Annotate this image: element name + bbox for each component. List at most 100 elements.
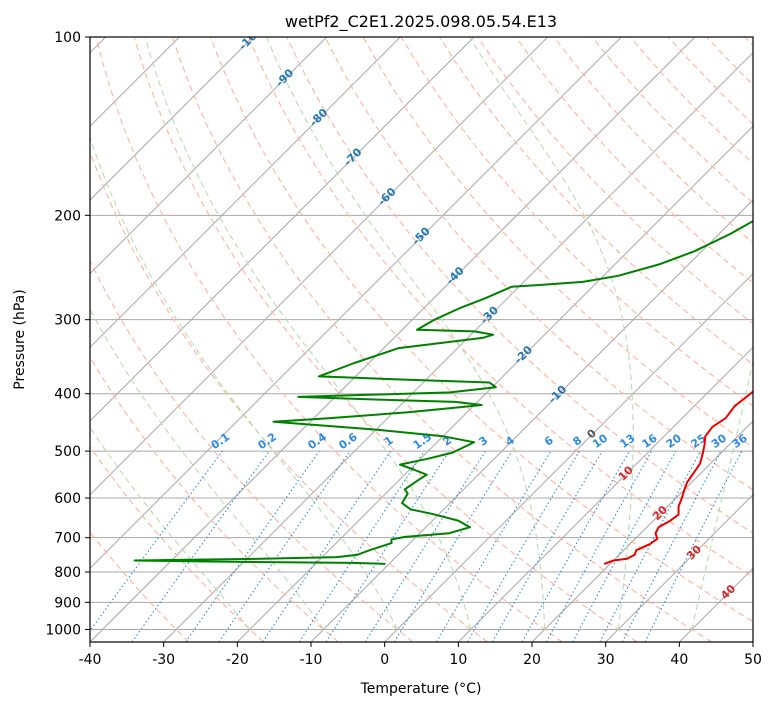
temperature-profile-line bbox=[603, 390, 753, 565]
mixing-ratio-line bbox=[325, 450, 450, 642]
moist-adiabat-line bbox=[766, 37, 775, 629]
y-tick-label: 900 bbox=[54, 595, 81, 611]
dry-adiabat-line bbox=[171, 37, 712, 642]
dry-adiabat-label: -10 bbox=[546, 383, 569, 406]
dry-adiabat-line bbox=[90, 445, 264, 642]
chart-title: wetPf2_C2E1.2025.098.05.54.E13 bbox=[285, 12, 557, 32]
x-tick-label: -40 bbox=[79, 652, 102, 668]
dry-adiabat-line bbox=[90, 531, 190, 642]
x-axis-label: Temperature (°C) bbox=[360, 681, 482, 697]
x-tick-label: 0 bbox=[380, 652, 389, 668]
dry-adiabat-label: -30 bbox=[478, 303, 501, 326]
dry-adiabat-line bbox=[706, 37, 753, 86]
isotherm-line bbox=[90, 37, 696, 642]
mixing-ratio-line bbox=[262, 450, 392, 642]
mixing-ratio-label: 13 bbox=[617, 432, 637, 451]
axes: -40 -30 -20 -10 0 10 20 30 40 5010020030040050060… bbox=[45, 30, 762, 668]
y-axis-label: Pressure (hPa) bbox=[12, 289, 28, 389]
moist-adiabat-line bbox=[90, 307, 325, 630]
y-tick-label: 800 bbox=[54, 565, 81, 581]
isotherm-line bbox=[605, 493, 753, 642]
mixing-ratio-line bbox=[435, 450, 552, 642]
moist-adiabat-line bbox=[691, 358, 753, 630]
mixing-ratio-line bbox=[572, 450, 677, 642]
dry-adiabat-line bbox=[133, 37, 638, 642]
dry-adiabat-label: -70 bbox=[341, 145, 364, 168]
mixing-ratio-label: 8 bbox=[571, 434, 585, 449]
x-tick-label: 20 bbox=[523, 652, 541, 668]
dry-adiabat-label: -80 bbox=[307, 106, 330, 129]
mixing-ratio-label: 0.4 bbox=[306, 430, 330, 452]
dry-adiabat-label: 30 bbox=[684, 542, 704, 562]
x-tick-label: 10 bbox=[449, 652, 467, 668]
y-tick-label: 600 bbox=[54, 491, 81, 507]
x-tick-label: 50 bbox=[744, 652, 762, 668]
mixing-ratio-label: 0.1 bbox=[209, 430, 232, 452]
isotherm-line bbox=[457, 346, 753, 642]
isotherm-line bbox=[236, 125, 753, 642]
x-tick-label: 30 bbox=[597, 652, 615, 668]
dry-adiabat-label: -50 bbox=[410, 224, 433, 247]
mixing-ratio-line bbox=[545, 450, 653, 642]
dry-adiabat-label: -40 bbox=[444, 264, 467, 287]
x-tick-label: -30 bbox=[152, 652, 175, 668]
y-tick-label: 1000 bbox=[45, 622, 81, 638]
mixing-ratio-line bbox=[185, 450, 320, 642]
x-tick-label: -20 bbox=[226, 652, 249, 668]
dry-adiabat-label: -60 bbox=[375, 185, 398, 208]
isotherm-line bbox=[531, 420, 753, 642]
dry-adiabat-line bbox=[667, 37, 753, 125]
y-tick-label: 400 bbox=[54, 387, 81, 403]
dry-adiabat-line bbox=[248, 37, 753, 578]
dry-adiabat-line bbox=[744, 37, 753, 47]
y-tick-label: 200 bbox=[54, 208, 81, 224]
y-tick-label: 100 bbox=[54, 30, 81, 46]
mixing-ratio-line bbox=[218, 450, 351, 642]
isotherm-line bbox=[90, 37, 549, 496]
moist-adiabat-line bbox=[90, 135, 398, 630]
x-tick-label: -10 bbox=[300, 652, 323, 668]
mixing-ratio-line bbox=[521, 450, 630, 642]
dry-adiabat-line bbox=[90, 259, 414, 642]
y-tick-label: 300 bbox=[54, 313, 81, 329]
isotherm-line bbox=[90, 37, 328, 275]
dry-adiabat-line bbox=[324, 37, 753, 491]
moist-adiabat-line bbox=[144, 37, 472, 630]
isotherm-line bbox=[90, 37, 401, 349]
dry-adiabat-label: 40 bbox=[718, 582, 738, 602]
dry-adiabat-line bbox=[515, 37, 753, 284]
isotherm-line bbox=[384, 272, 753, 642]
y-tick-label: 500 bbox=[54, 444, 81, 460]
plot-area: 0.1 0.2 0.4 0.6 1 1.5 2 3 4 6 8 10 13 16 20 25 30 36-100-… bbox=[90, 24, 775, 642]
mixing-ratio-label: 36 bbox=[730, 431, 750, 451]
mixing-ratio-line bbox=[644, 450, 743, 642]
dry-adiabat-line bbox=[591, 37, 753, 204]
dry-adiabat-line bbox=[90, 356, 339, 642]
mixing-ratio-line bbox=[393, 450, 513, 642]
y-tick-label: 700 bbox=[54, 531, 81, 547]
isotherm-line bbox=[310, 199, 753, 642]
mixing-ratio-label: 3 bbox=[477, 434, 491, 449]
isotherm-line bbox=[90, 37, 622, 570]
mixing-ratio-line bbox=[131, 450, 270, 642]
isotherm-line bbox=[90, 37, 475, 422]
mixing-ratio-line bbox=[90, 450, 223, 632]
isotherm-line bbox=[90, 37, 254, 201]
dewpoint-profile-line bbox=[133, 219, 753, 565]
moist-adiabat-line bbox=[469, 37, 634, 630]
x-tick-label: 40 bbox=[670, 652, 688, 668]
dry-adiabat-line bbox=[553, 37, 753, 244]
moist-adiabat-line bbox=[90, 426, 251, 630]
dry-adiabat-label: 20 bbox=[650, 503, 670, 523]
plot-frame bbox=[89, 36, 754, 643]
dry-adiabat-label: -90 bbox=[273, 66, 296, 89]
mixing-ratio-line bbox=[599, 450, 701, 642]
dry-adiabat-label: -100 bbox=[236, 24, 265, 53]
isotherm-line bbox=[752, 641, 753, 642]
dry-adiabat-line bbox=[95, 37, 563, 642]
moist-adiabat-line bbox=[266, 37, 546, 630]
mixing-ratio-label: 4 bbox=[503, 433, 517, 448]
mixing-ratio-label: 6 bbox=[542, 434, 556, 449]
mixing-ratio-label: 20 bbox=[664, 431, 684, 451]
